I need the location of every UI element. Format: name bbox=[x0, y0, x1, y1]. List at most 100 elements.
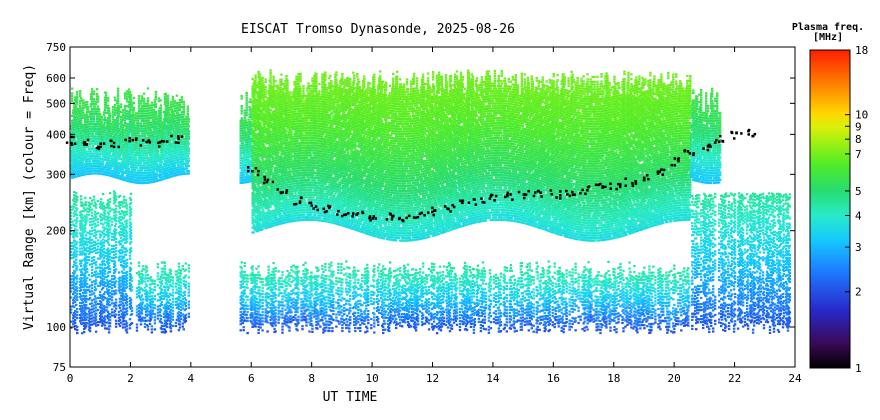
echo-cell bbox=[154, 98, 158, 101]
echo-cell bbox=[104, 101, 108, 104]
echo-cell bbox=[83, 240, 86, 243]
echo-cell bbox=[76, 214, 79, 217]
echo-cell bbox=[105, 224, 109, 227]
echo-cell bbox=[112, 302, 116, 305]
echo-cell bbox=[88, 221, 92, 224]
echo-cell bbox=[108, 279, 112, 282]
echo-cell bbox=[125, 328, 129, 331]
echo-cell bbox=[125, 325, 129, 328]
echo-cell bbox=[129, 247, 133, 250]
echo-cell bbox=[110, 259, 114, 263]
echo-cell bbox=[114, 207, 118, 210]
echo-cell bbox=[91, 140, 95, 143]
echo-cell bbox=[76, 208, 79, 211]
echo-cell bbox=[153, 282, 157, 286]
echo-cell bbox=[98, 272, 102, 275]
echo-cell bbox=[92, 304, 96, 307]
echo-cell bbox=[90, 272, 94, 275]
echo-cell bbox=[187, 276, 190, 279]
echo-cell bbox=[76, 253, 79, 256]
echo-cell bbox=[113, 113, 117, 117]
echo-cell bbox=[107, 156, 111, 160]
echo-cell bbox=[129, 201, 133, 204]
echo-cell bbox=[86, 261, 89, 264]
echo-cell bbox=[95, 157, 99, 160]
echo-cell bbox=[70, 275, 73, 278]
echo-cell bbox=[119, 138, 123, 141]
echo-cell bbox=[100, 206, 104, 209]
echo-cell bbox=[90, 155, 94, 158]
echo-cell bbox=[80, 114, 83, 117]
echo-cell bbox=[85, 155, 88, 158]
echo-cell bbox=[110, 275, 114, 278]
echo-cell bbox=[92, 256, 96, 259]
echo-cell bbox=[124, 229, 128, 232]
echo-cell bbox=[108, 154, 112, 157]
echo-cell bbox=[87, 147, 91, 151]
echo-cell bbox=[80, 289, 83, 292]
echo-cell bbox=[84, 208, 87, 211]
echo-cell bbox=[245, 313, 248, 316]
echo-cell bbox=[101, 170, 105, 173]
echo-cell bbox=[118, 155, 122, 158]
echo-cell bbox=[103, 215, 107, 218]
echo-cell bbox=[95, 110, 99, 113]
echo-cell bbox=[141, 298, 145, 301]
echo-cell bbox=[123, 119, 127, 122]
echo-cell bbox=[146, 102, 150, 105]
echo-cell bbox=[94, 306, 98, 309]
echo-cell bbox=[119, 212, 123, 215]
echo-cell bbox=[187, 288, 190, 291]
echo-cell bbox=[112, 290, 116, 293]
echo-cell bbox=[125, 313, 129, 316]
echo-cell bbox=[90, 142, 94, 145]
echo-cell bbox=[187, 147, 190, 150]
echo-cell bbox=[187, 312, 190, 315]
echo-cell bbox=[103, 266, 107, 269]
echo-cell bbox=[70, 232, 73, 236]
echo-cell bbox=[70, 208, 73, 211]
echo-cell bbox=[122, 216, 126, 219]
echo-cell bbox=[171, 318, 175, 321]
echo-cell bbox=[87, 313, 91, 316]
echo-cell bbox=[83, 294, 86, 297]
echo-cell bbox=[83, 258, 86, 261]
echo-cell bbox=[116, 92, 120, 95]
echo-cell bbox=[112, 284, 116, 287]
echo-cell bbox=[74, 240, 77, 243]
echo-cell bbox=[81, 250, 84, 253]
echo-cell bbox=[106, 144, 110, 147]
echo-cell bbox=[106, 159, 110, 162]
echo-cell bbox=[76, 147, 79, 151]
echo-cell bbox=[102, 241, 106, 244]
echo-cell bbox=[95, 140, 99, 143]
echo-cell bbox=[120, 246, 124, 249]
echo-cell bbox=[112, 193, 116, 196]
echo-cell bbox=[118, 127, 122, 131]
echo-cell bbox=[83, 321, 86, 325]
echo-cell bbox=[99, 222, 103, 225]
echo-cell bbox=[114, 247, 118, 250]
echo-cell bbox=[181, 160, 184, 163]
echo-cell bbox=[83, 210, 86, 213]
echo-cell bbox=[154, 105, 158, 108]
echo-cell bbox=[100, 115, 104, 118]
echo-cell bbox=[73, 146, 76, 149]
echo-cell bbox=[103, 318, 107, 321]
echo-cell bbox=[169, 327, 173, 330]
echo-cell bbox=[92, 292, 96, 295]
echo-cell bbox=[103, 251, 107, 254]
echo-cell bbox=[107, 222, 111, 225]
echo-cell bbox=[70, 223, 73, 226]
echo-cell bbox=[76, 280, 79, 283]
echo-cell bbox=[101, 163, 105, 166]
echo-cell bbox=[83, 171, 86, 174]
echo-cell bbox=[125, 276, 129, 280]
echo-cell bbox=[70, 226, 73, 229]
echo-cell bbox=[90, 167, 94, 170]
echo-cell bbox=[78, 127, 81, 130]
echo-cell bbox=[86, 123, 89, 126]
echo-cell bbox=[102, 229, 106, 232]
echo-cell bbox=[108, 172, 112, 175]
echo-cell bbox=[129, 207, 133, 211]
